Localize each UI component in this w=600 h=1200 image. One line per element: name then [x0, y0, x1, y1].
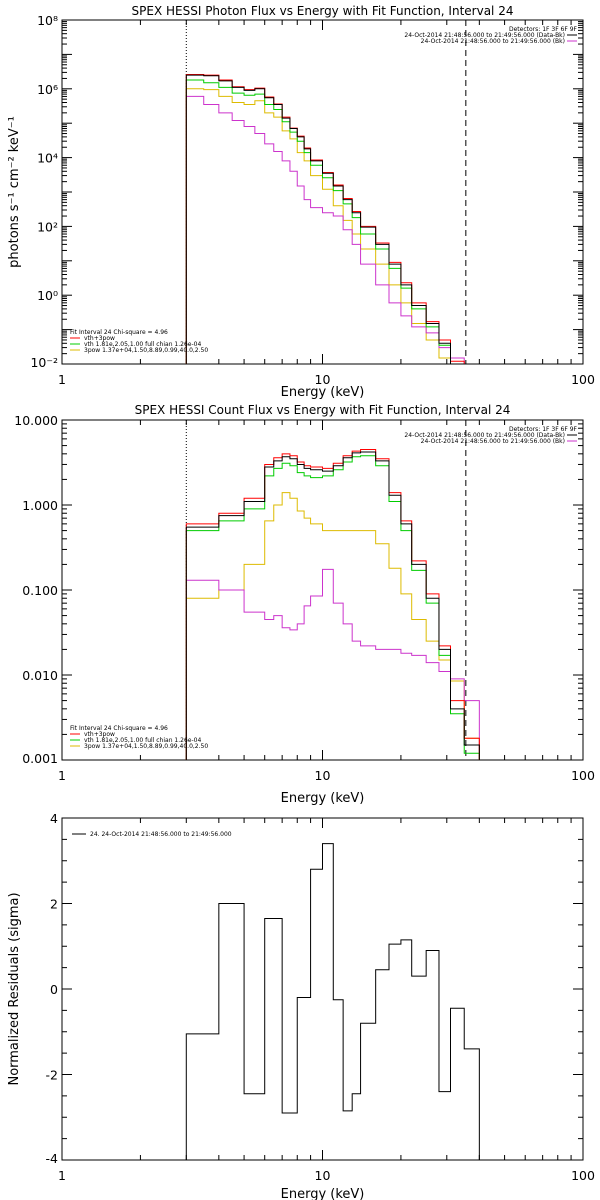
legend-header: Fit Interval 24 Chi-square = 4.96 [70, 329, 168, 336]
y-tick-label: 10⁶ [37, 82, 58, 97]
x-axis-ticks [139, 420, 572, 760]
series-line-3pow [185, 492, 480, 760]
legend-bottom-left: Fit Interval 24 Chi-square = 4.96vth+3po… [70, 329, 208, 354]
x-tick-label: 100 [571, 1168, 595, 1183]
y-tick-label: 0.001 [22, 751, 58, 766]
y-tick-label: 10² [37, 219, 58, 234]
legend-entry-label: 24-Oct-2014 21:48:56.000 to 21:49:56.000… [404, 432, 565, 439]
y-axis-ticks [62, 21, 583, 355]
x-tick-label: 1 [58, 768, 66, 783]
plot-frame [61, 19, 584, 365]
legend-header: Detectors: 1F 3F 6F 9F [509, 26, 578, 33]
legend-entry-label: 3pow 1.37e+04,1.50,8.89,0.99,40.0,2.50 [84, 743, 208, 750]
legend-entry-label: vth 1.81e,2.05,1.00 full chian 1.26e-04 [84, 341, 201, 348]
y-tick-label: 1.000 [22, 498, 58, 513]
y-tick-label: 10.000 [14, 413, 58, 428]
y-tick-label: 2 [50, 897, 58, 912]
legend-entry-label: vth+3pow [84, 335, 115, 342]
chart-3: 1 10 100 -4 -2 0 2 4 Energy (keV) Normalized Resi… [7, 811, 595, 1200]
chart-1: SPEX HESSI Photon Flux vs Energy with Fi… [7, 4, 595, 400]
legend-header: Detectors: 1F 3F 6F 9F [509, 426, 578, 433]
series-group [185, 843, 480, 1160]
x-axis-ticks [139, 20, 572, 364]
x-tick-label: 10 [315, 372, 331, 387]
legend-entry-label: 24-Oct-2014 21:48:56.000 to 21:49:56.000… [421, 38, 565, 45]
series-line-vth-3pow [185, 448, 480, 760]
series-line-background [185, 568, 480, 760]
y-tick-label: 10⁰ [37, 288, 58, 303]
legend-header: Fit Interval 24 Chi-square = 4.96 [70, 725, 168, 732]
legend-entry-label: vth 1.81e,2.05,1.00 full chian 1.26e-04 [84, 737, 201, 744]
series-group [185, 448, 480, 760]
y-tick-label: -4 [46, 1151, 59, 1166]
legend-entry-label: vth+3pow [84, 731, 115, 738]
y-tick-label: 0.010 [22, 668, 58, 683]
y-tick-label: 4 [50, 811, 58, 826]
y-axis-ticks [62, 817, 583, 1161]
series-line-data [185, 74, 465, 364]
y-axis-ticks [62, 423, 583, 735]
x-tick-label: 1 [58, 372, 66, 387]
series-line-3pow [185, 88, 451, 364]
chart-2: SPEX HESSI Count Flux vs Energy with Fit… [14, 403, 595, 806]
y-tick-label: 10⁸ [37, 13, 58, 28]
y-tick-label: 10⁴ [37, 151, 58, 166]
chart-title: SPEX HESSI Photon Flux vs Energy with Fi… [132, 4, 514, 18]
y-tick-label: 0 [50, 982, 58, 997]
series-line-background [185, 95, 465, 364]
legend-entry-label: 24-Oct-2014 21:48:56.000 to 21:49:56.000… [421, 438, 565, 445]
x-axis-label: Energy (keV) [281, 1187, 365, 1200]
x-tick-label: 100 [571, 372, 595, 387]
legend-top-left: 24. 24-Oct-2014 21:48:56.000 to 21:49:56… [72, 831, 232, 838]
series-line-vth [185, 79, 451, 364]
y-axis-label: Normalized Residuals (sigma) [7, 892, 22, 1085]
series-group [185, 74, 465, 364]
x-axis-label: Energy (keV) [281, 385, 365, 400]
y-tick-label: 10⁻² [30, 355, 58, 370]
x-axis-label: Energy (keV) [281, 791, 365, 806]
legend-bottom-left: Fit Interval 24 Chi-square = 4.96vth+3po… [70, 725, 208, 750]
x-axis-ticks [139, 818, 572, 1160]
series-line-residuals [185, 843, 480, 1160]
y-tick-label: 0.100 [22, 583, 58, 598]
series-line-vth [185, 455, 480, 760]
chart-title: SPEX HESSI Count Flux vs Energy with Fit… [135, 403, 511, 417]
series-line-data [185, 451, 480, 760]
x-tick-label: 10 [315, 1168, 331, 1183]
y-tick-label: -2 [46, 1068, 58, 1083]
x-tick-label: 1 [58, 1168, 66, 1183]
legend-entry-label: 24-Oct-2014 21:48:56.000 to 21:49:56.000… [404, 32, 565, 39]
legend-entry-label: 24. 24-Oct-2014 21:48:56.000 to 21:49:56… [90, 831, 232, 838]
x-tick-label: 100 [571, 768, 595, 783]
legend-entry-label: 3pow 1.37e+04,1.50,8.89,0.99,40.0,2.50 [84, 347, 208, 354]
y-axis-label: photons s⁻¹ cm⁻² keV⁻¹ [7, 116, 22, 268]
x-tick-label: 10 [315, 768, 331, 783]
